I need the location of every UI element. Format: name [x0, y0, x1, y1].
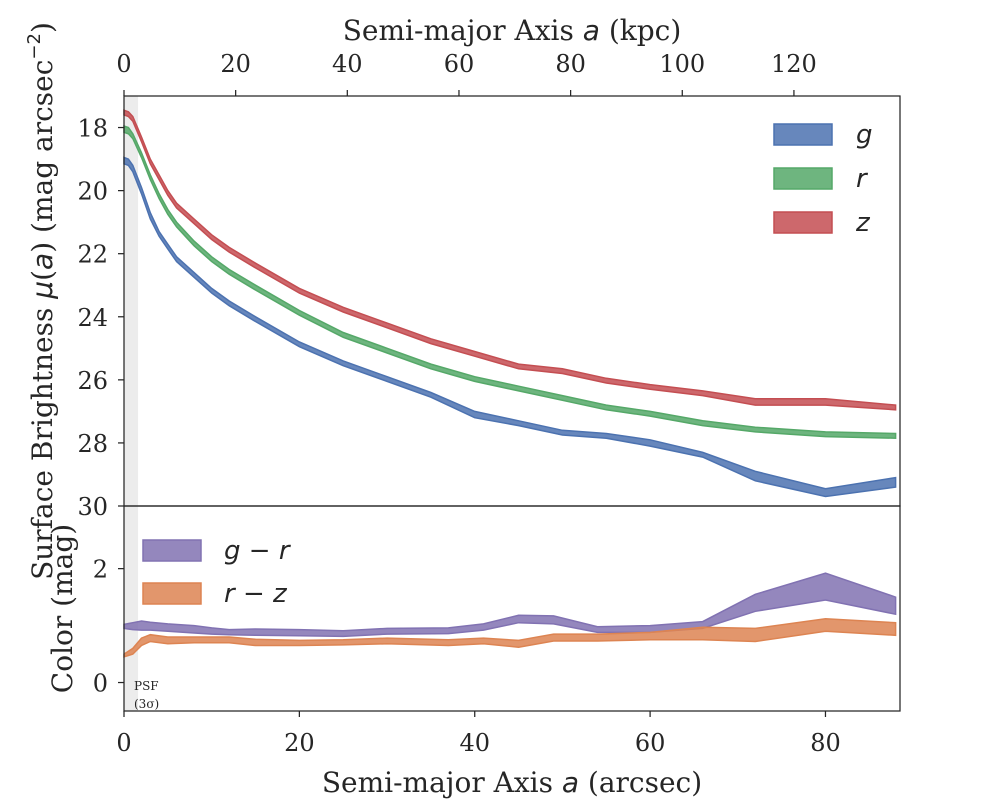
bottom-x-axis-label: Semi-major Axis a (arcsec) [322, 766, 702, 799]
color-series [123, 572, 897, 658]
color-y-tick-label: 2 [93, 556, 108, 584]
band-g [123, 156, 897, 498]
y-tick-label: 28 [77, 430, 108, 458]
y-tick-label: 26 [77, 367, 108, 395]
x-tick-label: 40 [459, 729, 490, 757]
surface-brightness-legend: grz [773, 120, 873, 238]
top-x-axis-label: Semi-major Axis a (kpc) [343, 14, 682, 47]
y-tick-label: 20 [77, 178, 108, 206]
top-x-tick-label: 40 [332, 50, 363, 78]
psf-sigma-label: (3σ) [134, 697, 159, 711]
legend-swatch-z [773, 211, 833, 234]
top-x-tick-label: 100 [659, 50, 705, 78]
legend-label-z: z [855, 208, 871, 238]
band-g-r [123, 572, 897, 638]
x-tick-label: 20 [284, 729, 315, 757]
legend-swatch-r-z [142, 582, 202, 605]
surface-brightness-series [123, 109, 897, 498]
color-y-tick-label: 0 [93, 670, 108, 698]
y-tick-label: 18 [77, 115, 108, 143]
legend-swatch-g [773, 123, 833, 146]
psf-band-top [124, 96, 139, 506]
color-legend: g − r r − z [142, 536, 292, 609]
color-y-axis-label: Color (mag) [46, 524, 79, 693]
legend-label-r-z: r − z [224, 579, 288, 609]
top-x-tick-label: 120 [771, 50, 817, 78]
legend-label-r: r [856, 164, 869, 194]
y-tick-label: 30 [77, 493, 108, 521]
y-tick-label: 24 [77, 304, 108, 332]
legend-swatch-r [773, 167, 833, 190]
band-r [123, 124, 897, 439]
top-x-tick-label: 80 [555, 50, 586, 78]
band-z [123, 109, 897, 411]
color-axes-frame [123, 505, 901, 712]
band-r-z [123, 618, 897, 658]
legend-label-g-r: g − r [224, 536, 292, 566]
x-tick-label: 80 [810, 729, 841, 757]
top-x-tick-label: 20 [220, 50, 251, 78]
y-tick-label: 22 [77, 241, 108, 269]
x-tick-label: 0 [116, 729, 131, 757]
surface-brightness-y-axis-label: Surface Brightness μ(a) (mag arcsec−2) [24, 22, 59, 580]
top-x-tick-label: 60 [444, 50, 475, 78]
top-x-tick-label: 0 [116, 50, 131, 78]
x-tick-label: 60 [635, 729, 666, 757]
psf-band-bottom [124, 506, 139, 711]
legend-label-g: g [856, 120, 873, 150]
surface-brightness-axes-frame [123, 95, 901, 507]
legend-swatch-g-r [142, 539, 202, 562]
psf-label: PSF [134, 679, 159, 693]
